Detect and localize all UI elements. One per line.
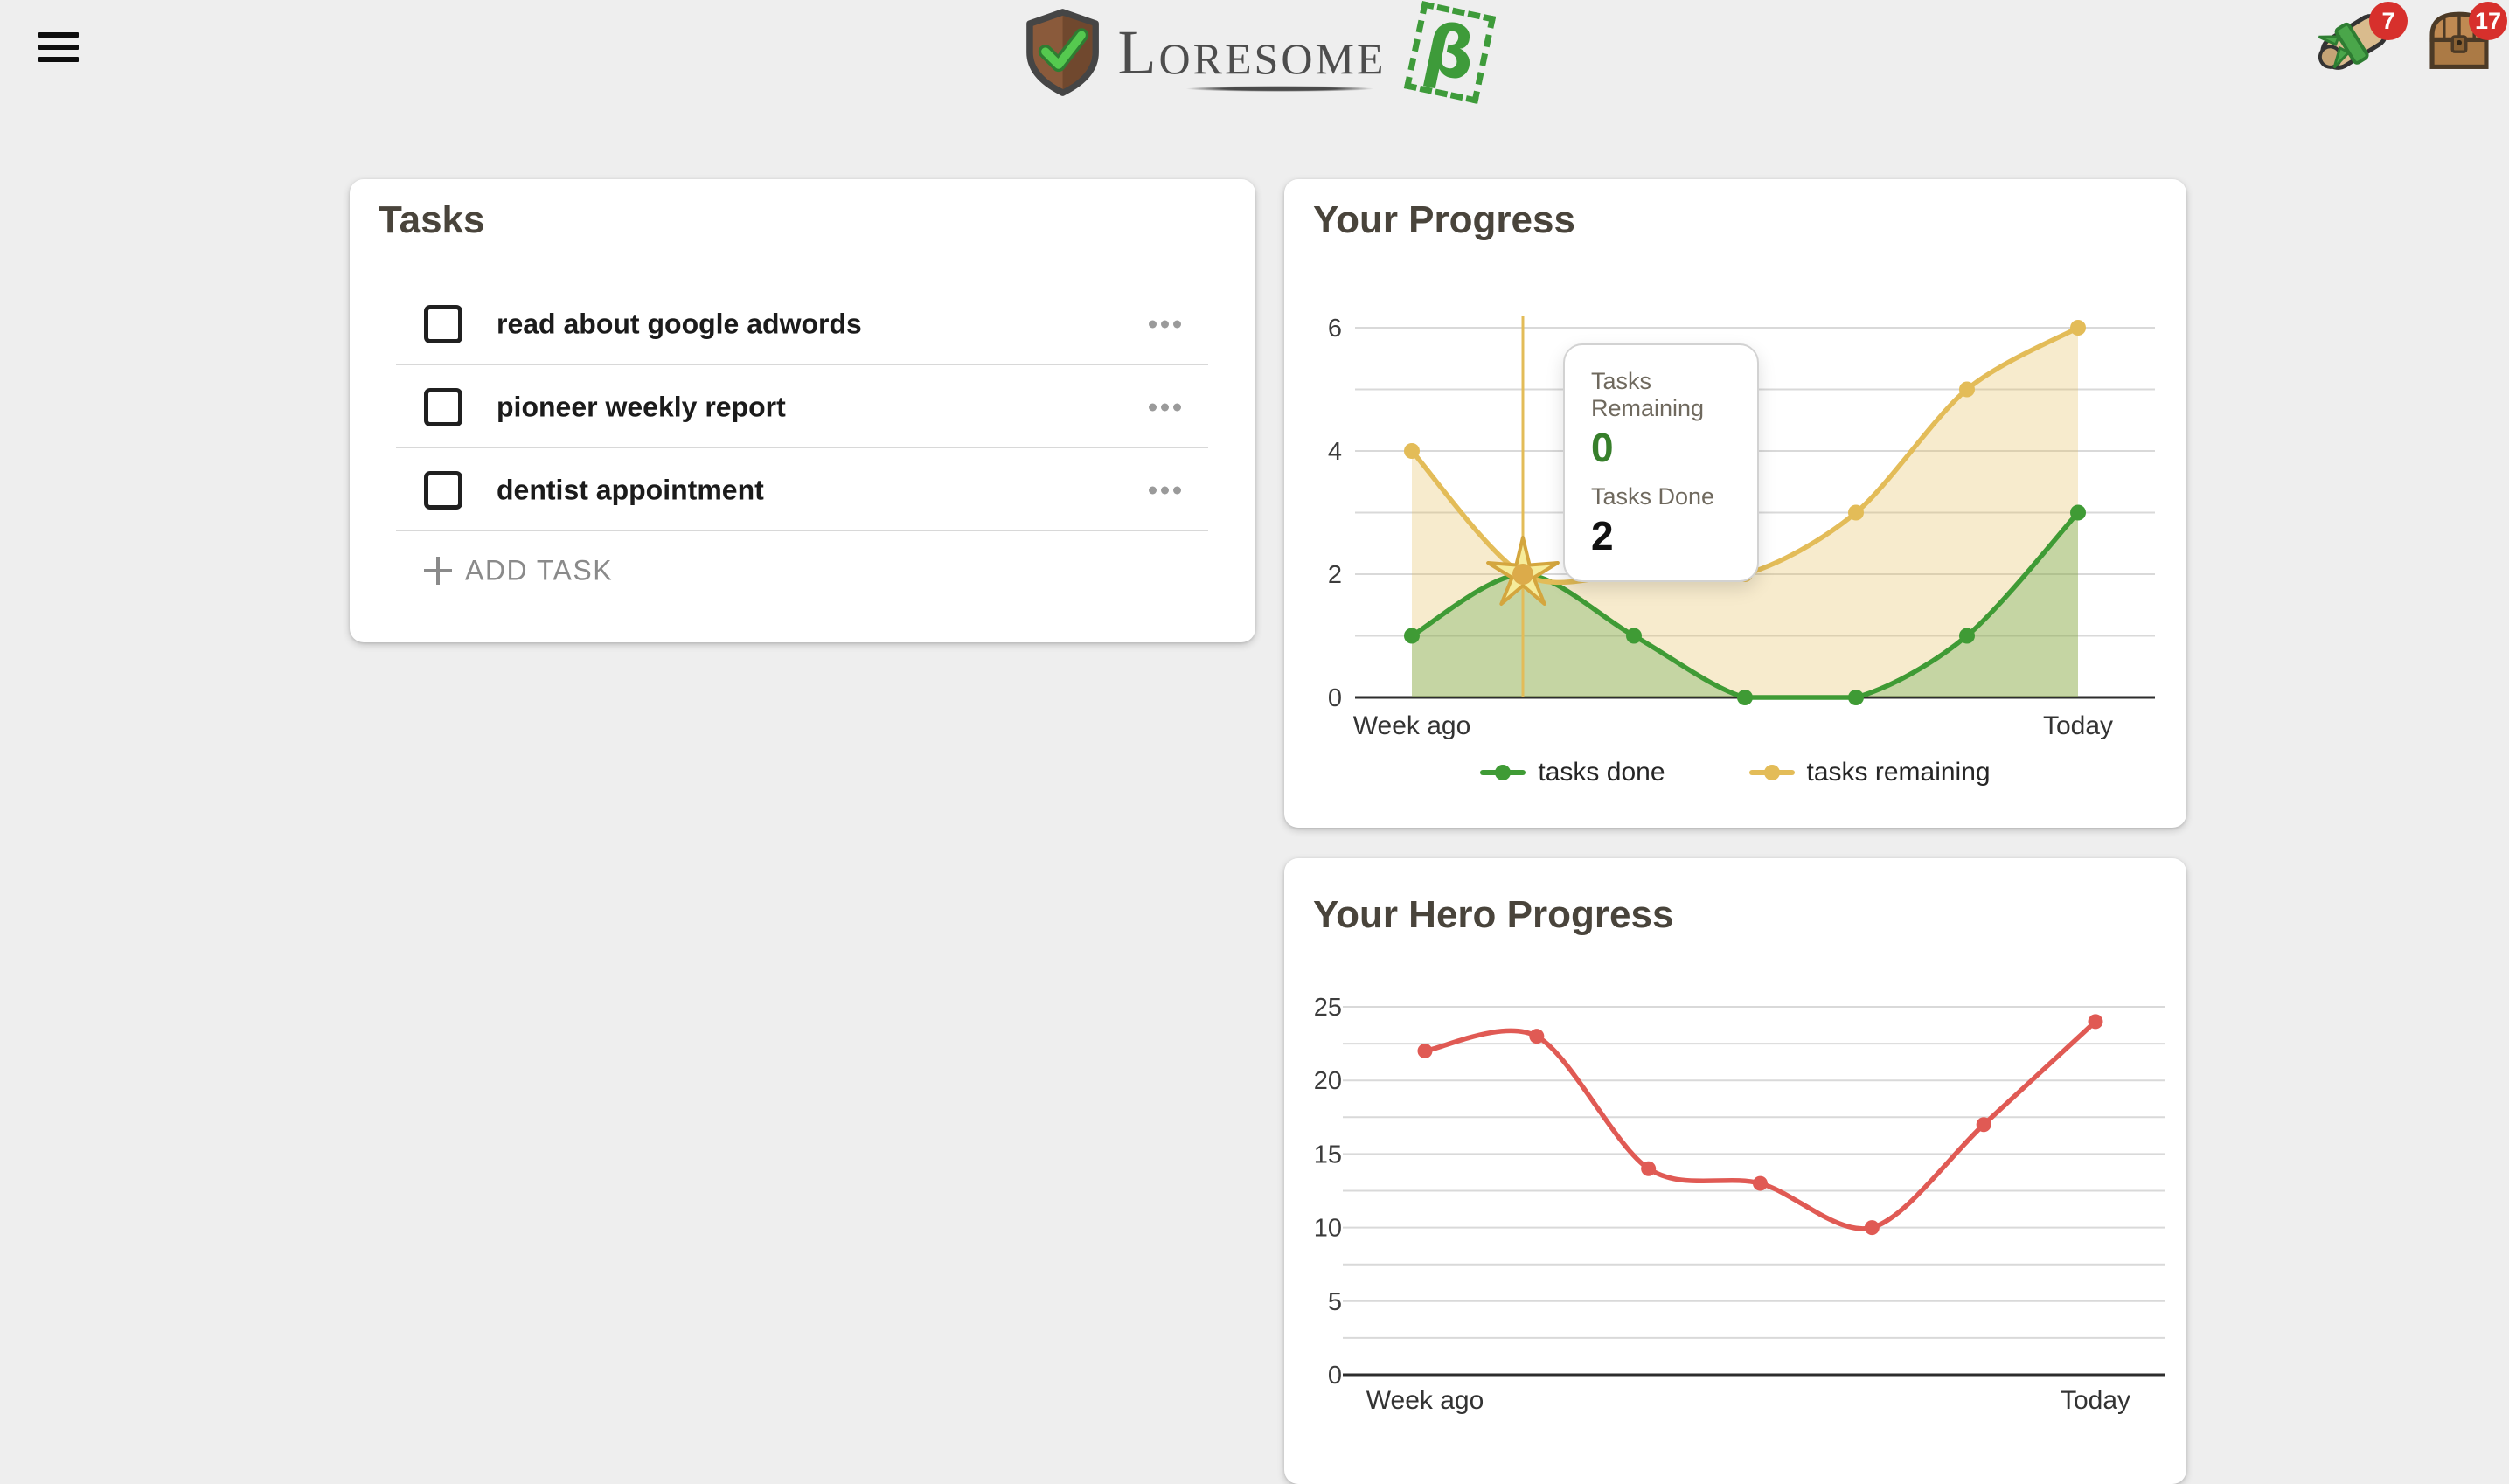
svg-text:20: 20 — [1314, 1067, 1342, 1095]
scroll-count-badge: 7 — [2369, 2, 2408, 40]
legend-label: tasks remaining — [1806, 758, 1991, 787]
menu-icon[interactable] — [38, 31, 82, 70]
legend-item[interactable]: tasks done — [1480, 758, 1665, 787]
svg-text:2: 2 — [1328, 561, 1342, 589]
treasure-chest-button[interactable]: 17 — [2422, 2, 2507, 78]
svg-text:6: 6 — [1328, 315, 1342, 343]
legend-label: tasks done — [1538, 758, 1665, 787]
ellipsis-icon — [1149, 486, 1157, 494]
logo-underline — [1165, 84, 1394, 93]
row-divider — [396, 447, 1208, 448]
legend-line-icon — [1480, 765, 1526, 780]
svg-text:Today: Today — [2061, 1386, 2130, 1415]
svg-text:0: 0 — [1328, 684, 1342, 712]
ellipsis-icon — [1149, 403, 1157, 411]
svg-text:0: 0 — [1328, 1362, 1342, 1390]
add-task-button[interactable]: ADD TASK — [350, 529, 1255, 613]
task-label: read about google adwords — [497, 308, 862, 339]
hero-progress-chart[interactable]: 0 5 10 15 20 25 Week ago Today — [1284, 989, 2186, 1479]
task-label: dentist appointment — [497, 474, 764, 505]
tasks-card-title: Tasks — [379, 198, 485, 241]
beta-badge: β — [1403, 1, 1497, 104]
tooltip-done-value: 2 — [1591, 513, 1614, 558]
tooltip-remaining-label: Tasks Remaining — [1591, 368, 1705, 421]
add-task-label: ADD TASK — [465, 554, 614, 586]
legend-line-icon — [1748, 765, 1795, 780]
task-menu-button[interactable] — [1149, 320, 1181, 328]
task-menu-button[interactable] — [1149, 403, 1181, 411]
row-divider — [396, 364, 1208, 365]
header-actions: 7 17 — [2311, 2, 2507, 83]
tasks-card: Tasks read about google adwords pioneer w… — [350, 179, 1255, 642]
svg-text:4: 4 — [1328, 438, 1342, 466]
task-checkbox[interactable] — [424, 470, 462, 510]
tooltip-done-label: Tasks Done — [1591, 483, 1715, 510]
beta-symbol: β — [1416, 7, 1484, 97]
tooltip-remaining-value: 0 — [1591, 425, 1614, 470]
svg-text:Week ago: Week ago — [1353, 711, 1471, 740]
svg-text:25: 25 — [1314, 994, 1342, 1022]
shield-check-icon — [1026, 9, 1099, 96]
task-checkbox[interactable] — [424, 304, 462, 343]
task-row: read about google adwords — [350, 282, 1255, 365]
task-checkbox[interactable] — [424, 387, 462, 426]
progress-card: Your Progress 0 2 4 6 Week ago Today Tasks Re… — [1284, 179, 2186, 828]
svg-text:Week ago: Week ago — [1366, 1386, 1484, 1415]
svg-text:15: 15 — [1314, 1141, 1342, 1168]
dashboard-page: { "header": { "logo_text": "Loresome", "… — [38, 1, 2507, 1484]
hero-progress-card: Your Hero Progress 0 5 10 15 20 25 Week ago Tod… — [1284, 858, 2186, 1484]
quests-scroll-button[interactable]: 7 — [2311, 2, 2408, 83]
logo[interactable]: Loresome β — [1022, 1, 1497, 104]
plus-icon — [424, 557, 452, 585]
row-divider — [396, 530, 1208, 531]
task-label: pioneer weekly report — [497, 391, 786, 422]
chart-tooltip: Tasks Remaining 0 Tasks Done 2 — [1563, 343, 1759, 582]
task-row: pioneer weekly report — [350, 365, 1255, 448]
task-row: dentist appointment — [350, 448, 1255, 531]
progress-card-title: Your Progress — [1313, 198, 1575, 241]
hero-card-title: Your Hero Progress — [1313, 893, 1674, 936]
svg-text:5: 5 — [1328, 1288, 1342, 1316]
ellipsis-icon — [1149, 320, 1157, 328]
app-title: Loresome — [1118, 11, 1394, 94]
svg-text:10: 10 — [1314, 1215, 1342, 1243]
task-menu-button[interactable] — [1149, 486, 1181, 494]
chest-count-badge: 17 — [2469, 2, 2507, 40]
svg-text:Today: Today — [2043, 711, 2113, 740]
task-list: read about google adwords pioneer weekly … — [350, 282, 1255, 531]
chart-legend: tasks done tasks remaining — [1284, 758, 2186, 787]
legend-item[interactable]: tasks remaining — [1748, 758, 1991, 787]
